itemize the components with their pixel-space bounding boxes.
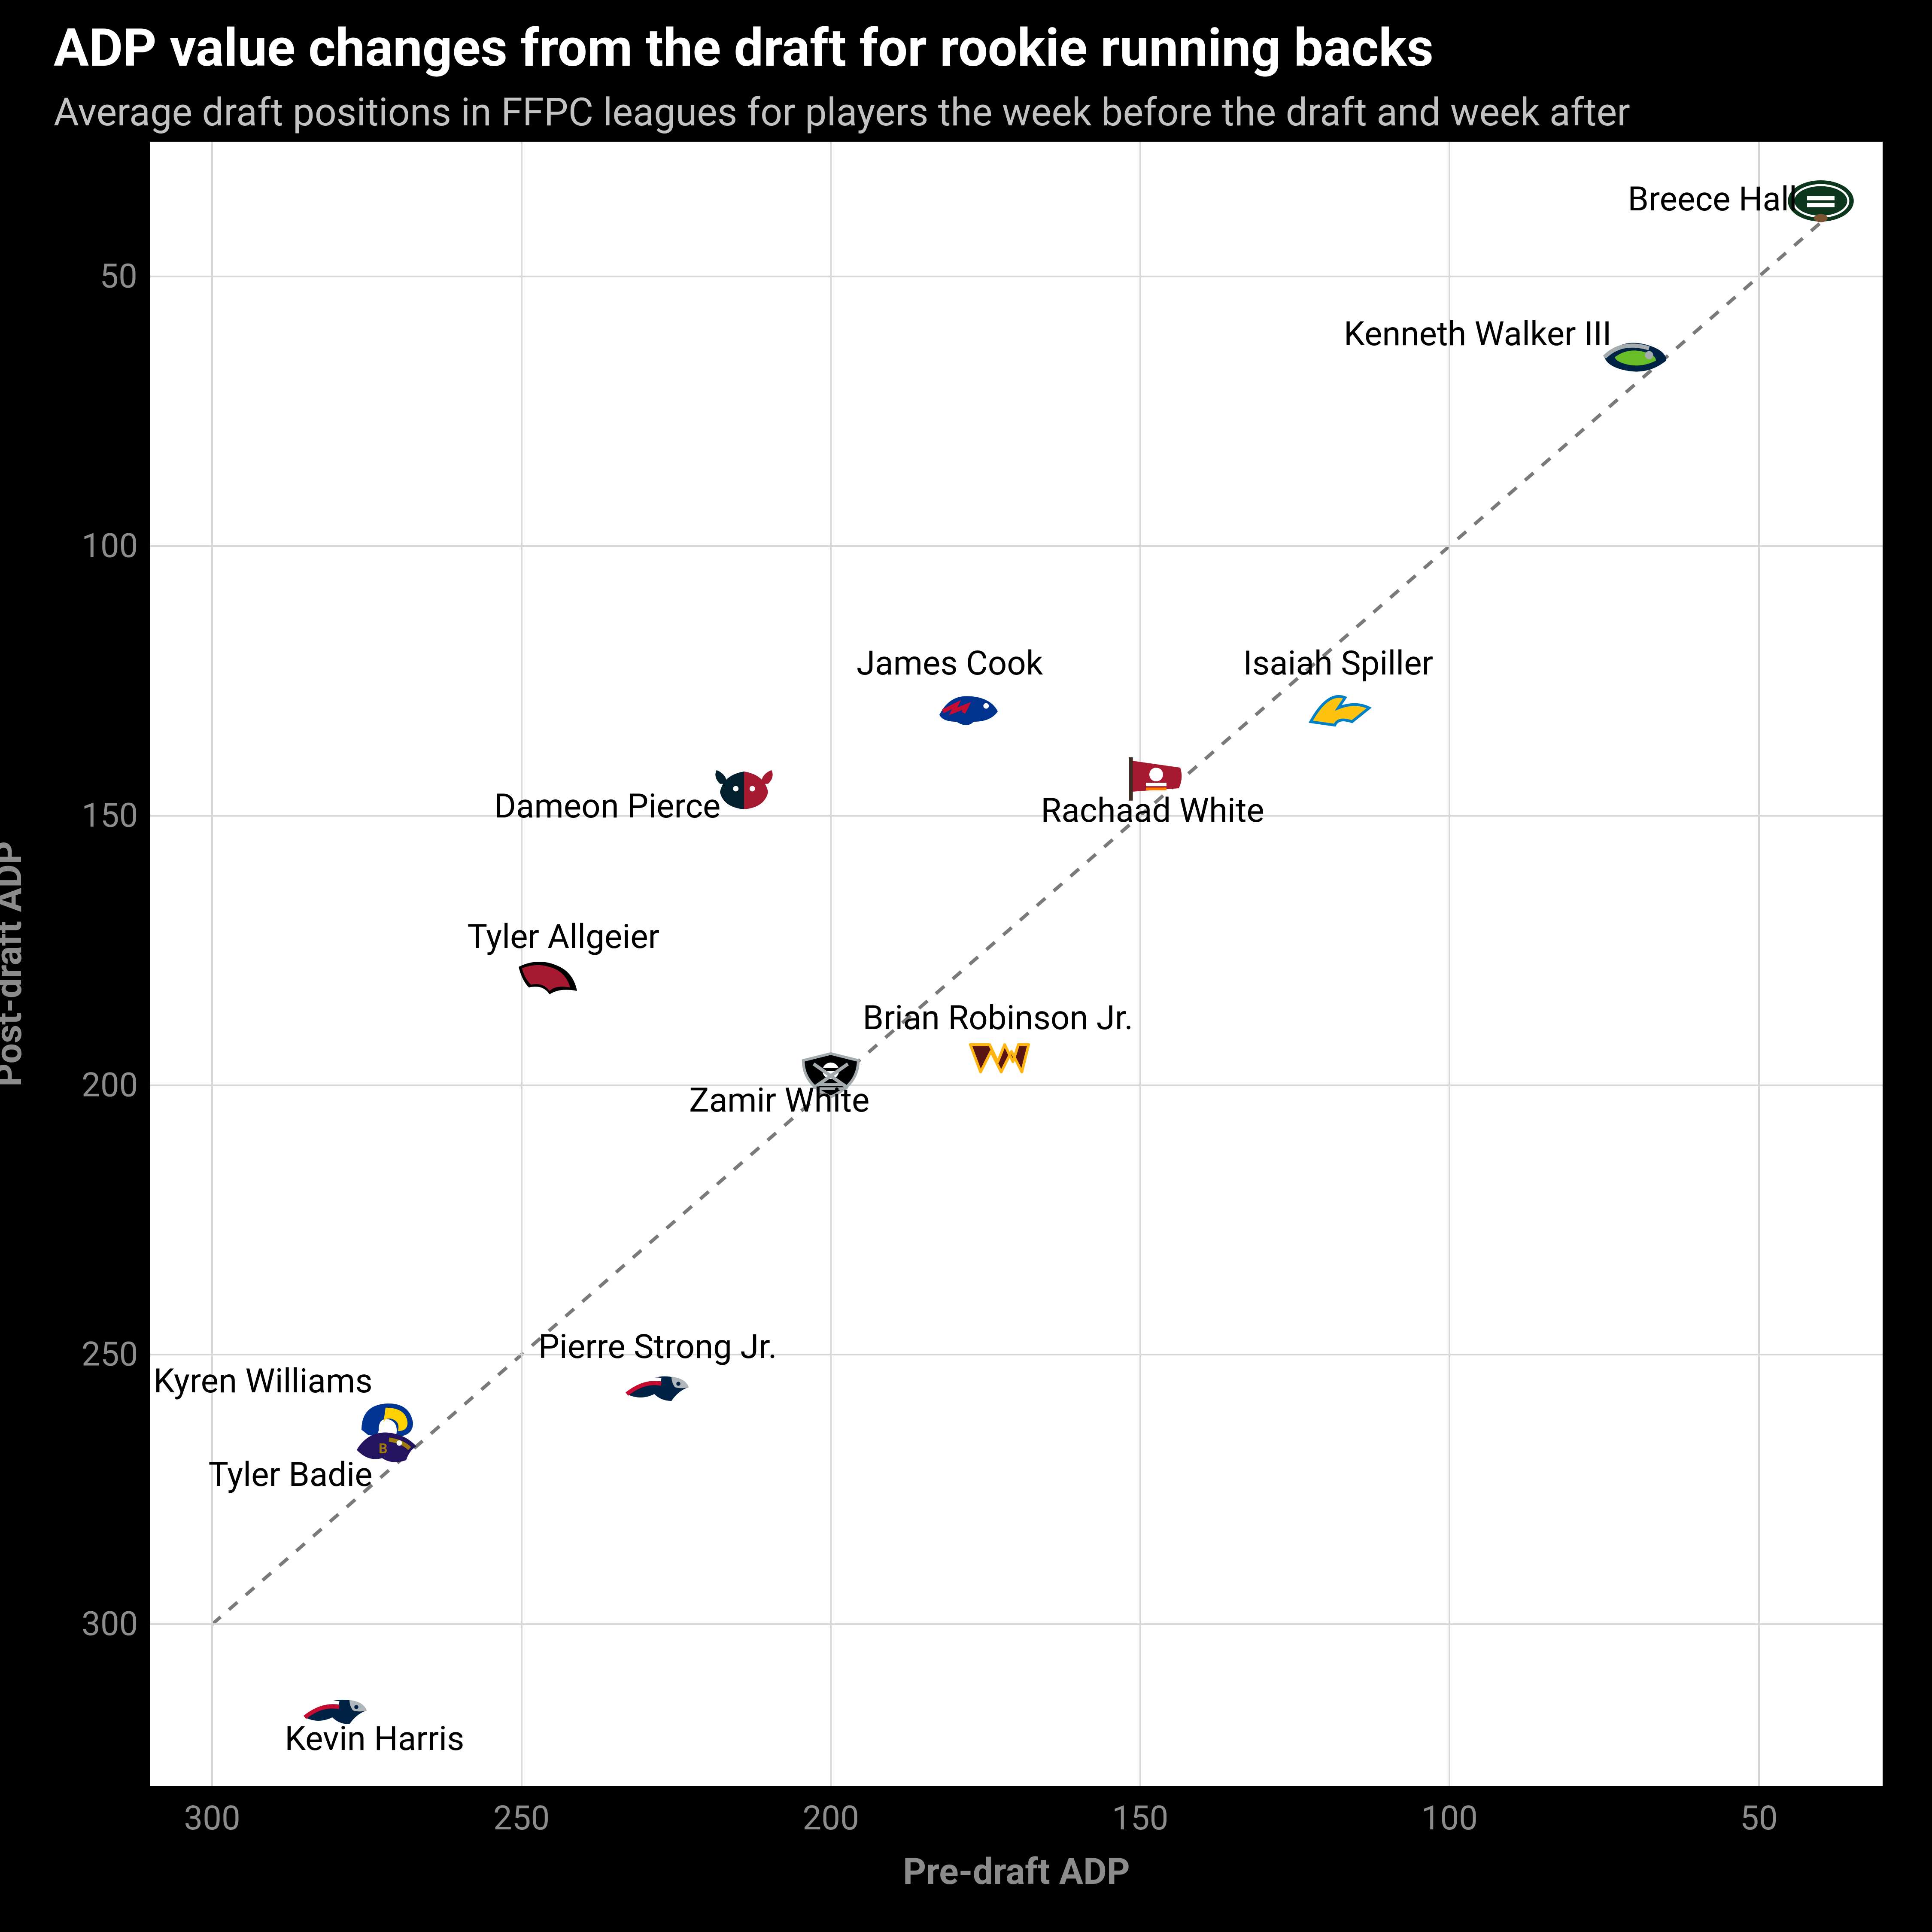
player-label: James Cook bbox=[857, 644, 1043, 683]
x-tick-label: 200 bbox=[802, 1799, 859, 1838]
y-tick-label: 100 bbox=[82, 526, 137, 565]
x-tick-label: 100 bbox=[1421, 1799, 1478, 1838]
player-label: Rachaad White bbox=[1041, 791, 1264, 830]
gridline-horizontal bbox=[150, 276, 1883, 277]
x-axis-label: Pre-draft ADP bbox=[903, 1850, 1130, 1893]
chart-panel bbox=[150, 142, 1883, 1786]
player-label: Kyren Williams bbox=[0, 1362, 373, 1401]
chart-header: ADP value changes from the draft for roo… bbox=[54, 17, 1932, 135]
team-logo-icon bbox=[963, 1034, 1032, 1084]
gridline-vertical bbox=[211, 142, 213, 1786]
player-label: Pierre Strong Jr. bbox=[538, 1327, 777, 1367]
chart-subtitle: Average draft positions in FFPC leagues … bbox=[54, 90, 1932, 135]
gridline-horizontal bbox=[150, 1623, 1883, 1625]
gridline-vertical bbox=[830, 142, 832, 1786]
gridline-vertical bbox=[1758, 142, 1760, 1786]
team-logo-icon bbox=[512, 953, 580, 1003]
x-tick-label: 250 bbox=[493, 1799, 550, 1838]
chart-title: ADP value changes from the draft for roo… bbox=[54, 17, 1932, 79]
team-logo-icon bbox=[623, 1363, 692, 1413]
gridline-vertical bbox=[1139, 142, 1141, 1786]
x-tick-label: 50 bbox=[1740, 1799, 1778, 1838]
team-logo-icon bbox=[1304, 684, 1373, 734]
player-label: Dameon Pierce bbox=[0, 787, 720, 826]
y-tick-label: 50 bbox=[82, 257, 137, 296]
player-label: Brian Robinson Jr. bbox=[863, 999, 1133, 1038]
player-label: Zamir White bbox=[689, 1081, 869, 1120]
y-axis-label: Post-draft ADP bbox=[0, 841, 30, 1087]
x-tick-label: 300 bbox=[184, 1799, 240, 1838]
player-label: Tyler Badie bbox=[0, 1455, 373, 1495]
player-label: Breece Hall bbox=[0, 180, 1797, 219]
player-label: Kenneth Walker III bbox=[0, 315, 1612, 354]
y-tick-label: 200 bbox=[82, 1066, 137, 1105]
svg-text:B: B bbox=[379, 1440, 387, 1457]
gridline-horizontal bbox=[150, 545, 1883, 547]
y-tick-label: 300 bbox=[82, 1605, 137, 1644]
gridline-horizontal bbox=[150, 1084, 1883, 1086]
player-label: Isaiah Spiller bbox=[1243, 644, 1433, 683]
team-logo-icon bbox=[933, 684, 1001, 734]
player-label: Kevin Harris bbox=[285, 1719, 464, 1759]
gridline-horizontal bbox=[150, 1354, 1883, 1355]
x-tick-label: 150 bbox=[1112, 1799, 1169, 1838]
player-label: Tyler Allgeier bbox=[468, 917, 660, 957]
gridline-vertical bbox=[1449, 142, 1450, 1786]
